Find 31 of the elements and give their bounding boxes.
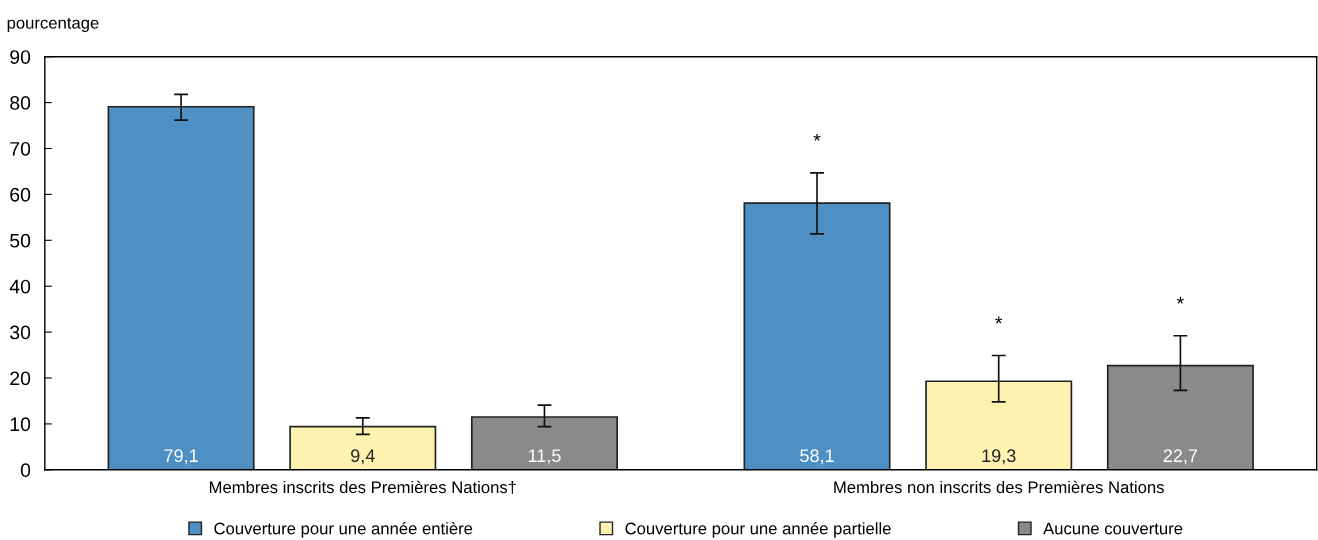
legend-label: Couverture pour une année entière xyxy=(214,521,473,538)
x-tick-label: Membres inscrits des Premières Nations† xyxy=(209,480,516,495)
y-tick-label: 80 xyxy=(10,96,31,110)
y-tick-label: 40 xyxy=(9,279,31,294)
y-tick-label: 90 xyxy=(10,50,31,64)
legend-label: Couverture pour une année partielle xyxy=(625,521,891,538)
y-tick-label: 0 xyxy=(20,463,31,478)
bar xyxy=(1106,364,1254,470)
y-tick-label: 20 xyxy=(10,371,31,386)
annotation: * xyxy=(813,133,821,141)
data-label: 19,3 xyxy=(982,449,1016,465)
y-tick-label: 60 xyxy=(10,187,31,202)
legend-label: Aucune couverture xyxy=(1043,522,1183,535)
y-tick-label: 50 xyxy=(10,233,31,248)
data-label: 9,4 xyxy=(351,449,375,465)
y-axis-title: pourcentage xyxy=(7,17,99,33)
data-label: 58,1 xyxy=(800,449,834,465)
bar xyxy=(925,380,1073,470)
x-tick-label: Membres non inscrits des Premières Nations xyxy=(834,480,1164,494)
bar xyxy=(470,416,618,470)
data-label: 11,5 xyxy=(528,449,561,465)
bar xyxy=(289,425,437,470)
annotation: * xyxy=(995,316,1003,324)
bar xyxy=(743,202,891,470)
y-tick-label: 30 xyxy=(10,325,31,340)
y-tick-label: 70 xyxy=(10,141,31,156)
y-tick-label: 10 xyxy=(10,417,31,432)
data-label: 79,1 xyxy=(164,449,198,465)
annotation: * xyxy=(1176,296,1184,304)
data-label: 22,7 xyxy=(1163,449,1198,465)
bar xyxy=(107,105,255,470)
